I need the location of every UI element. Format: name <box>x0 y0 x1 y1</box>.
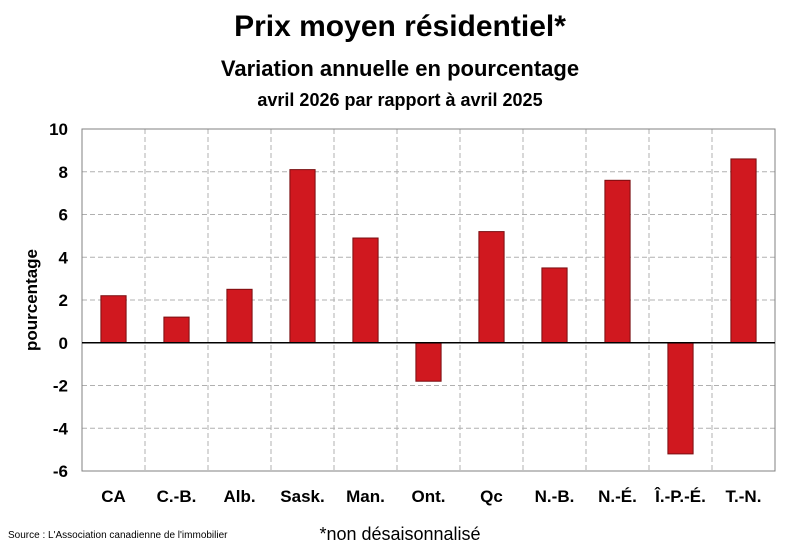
footnote: *non désaisonnalisé <box>319 524 481 544</box>
bar-8 <box>604 179 631 344</box>
y-tick-label: 2 <box>59 291 68 310</box>
y-tick-label: 0 <box>59 334 68 353</box>
y-tick-label: 10 <box>49 120 68 139</box>
bar-4 <box>352 237 379 344</box>
bar-10 <box>730 158 757 344</box>
x-tick-label: N.-B. <box>535 487 575 506</box>
y-axis-label: pourcentage <box>22 249 41 351</box>
y-tick-label: 8 <box>59 163 68 182</box>
source-note: Source : L'Association canadienne de l'i… <box>8 530 228 541</box>
bar-2 <box>226 288 253 344</box>
chart-subtitle-period: avril 2026 par rapport à avril 2025 <box>257 90 543 110</box>
y-tick-label: 4 <box>59 248 69 267</box>
x-tick-label: Qc <box>480 487 503 506</box>
chart-title: Prix moyen résidentiel* <box>234 10 566 43</box>
y-tick-label: -2 <box>53 377 68 396</box>
bar-1 <box>163 316 190 344</box>
bar-6 <box>478 231 505 344</box>
x-tick-label: N.-É. <box>598 487 637 506</box>
x-tick-label: Sask. <box>280 487 324 506</box>
y-tick-label: -4 <box>53 419 69 438</box>
bar-7 <box>541 267 568 344</box>
chart-subtitle: Variation annuelle en pourcentage <box>220 56 580 81</box>
x-tick-label: Man. <box>346 487 385 506</box>
x-tick-label: CA <box>101 487 126 506</box>
bar-5 <box>415 342 442 382</box>
plot-area-frame <box>81 128 776 472</box>
x-tick-label: Ont. <box>412 487 446 506</box>
y-tick-label: 6 <box>59 206 68 225</box>
bar-0 <box>100 295 127 344</box>
x-tick-label: T.-N. <box>726 487 762 506</box>
x-tick-label: Alb. <box>223 487 255 506</box>
bar-9 <box>667 342 694 455</box>
bar-3 <box>289 169 316 344</box>
x-tick-label: C.-B. <box>157 487 197 506</box>
x-tick-label: Î.-P.-É. <box>654 487 706 506</box>
y-tick-label: -6 <box>53 462 68 481</box>
